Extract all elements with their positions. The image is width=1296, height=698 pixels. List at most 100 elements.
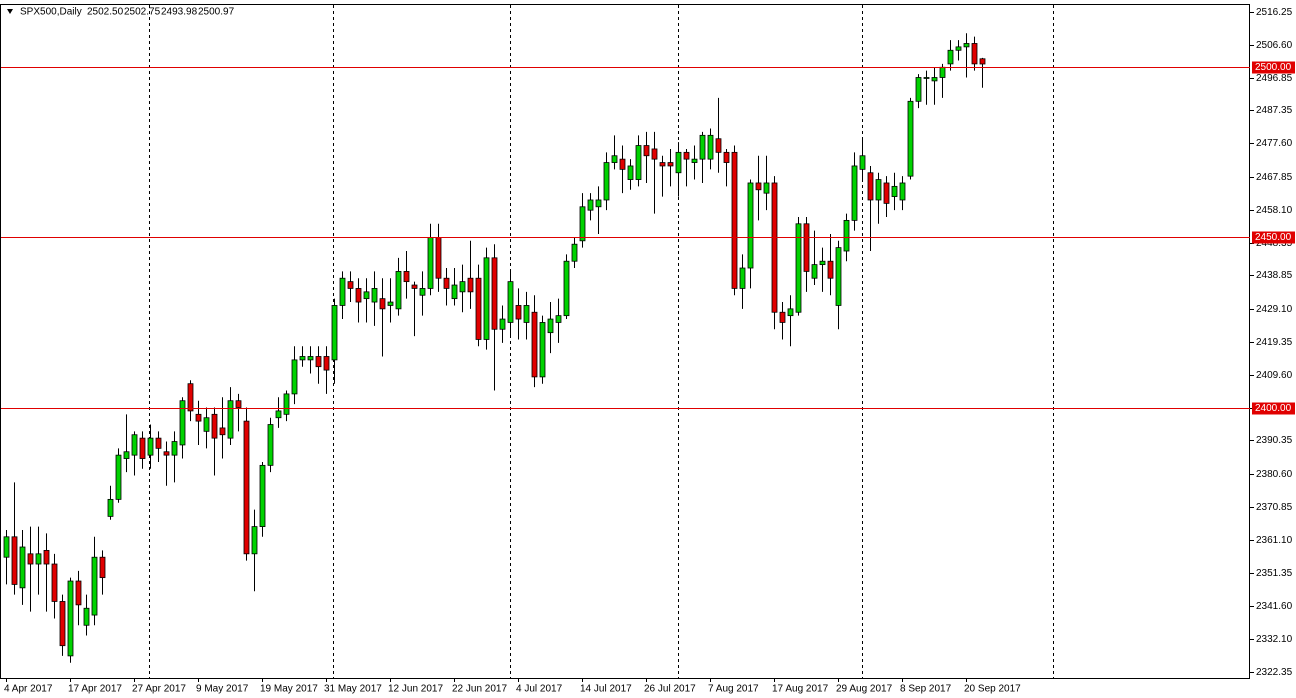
candle-body [891,185,898,197]
candle-body [939,66,946,78]
candle-body [555,315,562,323]
candle-body [163,451,170,456]
candle-body [459,281,466,293]
candle-body [795,223,802,313]
y-tick-label: 2487.35 [1256,105,1293,116]
y-tick-label: 2390.35 [1256,435,1293,446]
level-tag [1252,61,1295,74]
candle-body [371,288,378,303]
x-tick-label: 4 Apr 2017 [4,684,53,695]
candle-body [907,100,914,177]
candle-body [243,420,250,555]
candle-body [307,356,314,361]
candle-body [419,288,426,296]
candle-body [819,260,826,266]
candle-body [835,247,842,306]
candle-body [147,437,154,456]
candle-body [411,284,418,289]
candle-body [595,199,602,208]
candle-body [571,243,578,262]
y-tick-label: 2322.35 [1256,667,1293,678]
header-value: 2502.75 [124,7,161,18]
candle-body [587,199,594,211]
candle-body [227,400,234,439]
candle-body [251,526,258,555]
candle-body [667,162,674,167]
y-tick-label: 2458.10 [1256,205,1293,216]
chart-title: SPX500,Daily [20,7,82,18]
candle-body [219,427,226,436]
candle-body [475,277,482,340]
candle-body [107,498,114,517]
x-tick-label: 17 Apr 2017 [68,684,122,695]
header-arrow [7,9,13,14]
y-tick-label: 2477.60 [1256,138,1293,149]
candle-body [499,318,506,330]
candle-body [947,49,954,65]
x-tick-label: 29 Aug 2017 [836,684,893,695]
candle-body [51,563,58,602]
candle-body [491,257,498,330]
candle-body [275,410,282,419]
candle-body [827,260,834,279]
candle-body [915,77,922,102]
x-tick-label: 22 Jun 2017 [452,684,507,695]
candle-body [267,424,274,466]
y-tick-label: 2448.35 [1256,238,1293,249]
x-tick-label: 4 Jul 2017 [516,684,563,695]
candle-body [11,536,18,585]
level-label: 2500.00 [1255,62,1292,73]
candle-body [315,356,322,368]
candle-body [771,182,778,313]
y-tick-label: 2438.85 [1256,270,1293,281]
candle-body [691,158,698,163]
candle-body [467,277,474,293]
y-tick-label: 2429.10 [1256,304,1293,315]
candle-body [955,46,962,51]
candle-body [867,172,874,201]
candle-body [707,134,714,160]
candle-body [539,322,546,378]
candle-body [131,434,138,456]
candle-body [75,580,82,606]
y-tick-label: 2516.25 [1256,7,1293,18]
candle-body [379,298,386,310]
candle-body [739,267,746,289]
level-label: 2400.00 [1255,403,1292,414]
candle-body [843,219,850,252]
y-tick-label: 2332.10 [1256,634,1293,645]
y-tick-label: 2409.60 [1256,370,1293,381]
candle-body [155,437,162,449]
x-tick-label: 14 Jul 2017 [580,684,632,695]
candle-body [699,134,706,160]
candle-body [643,145,650,157]
candle-body [355,288,362,303]
candle-body [195,413,202,422]
y-tick-label: 2351.35 [1256,568,1293,579]
candle-body [115,454,122,500]
candle-body [979,58,986,65]
candle-body [483,257,490,340]
x-tick-label: 9 May 2017 [196,684,249,695]
y-tick-label: 2496.85 [1256,73,1293,84]
x-tick-label: 20 Sep 2017 [964,684,1021,695]
candle-body [611,155,618,163]
candle-body [531,311,538,378]
x-tick-label: 8 Sep 2017 [900,684,952,695]
x-tick-label: 17 Aug 2017 [772,684,829,695]
candle-body [139,437,146,459]
candle-body [683,151,690,160]
candle-body [187,383,194,412]
candle-body [43,550,50,565]
candle-body [3,536,10,558]
candle-body [787,308,794,317]
candle-body [443,277,450,289]
candle-body [99,556,106,579]
candle-body [899,182,906,201]
candle-body [755,182,762,191]
header-value: 2500.97 [198,7,235,18]
candle-body [347,281,354,289]
candle-body [91,556,98,616]
